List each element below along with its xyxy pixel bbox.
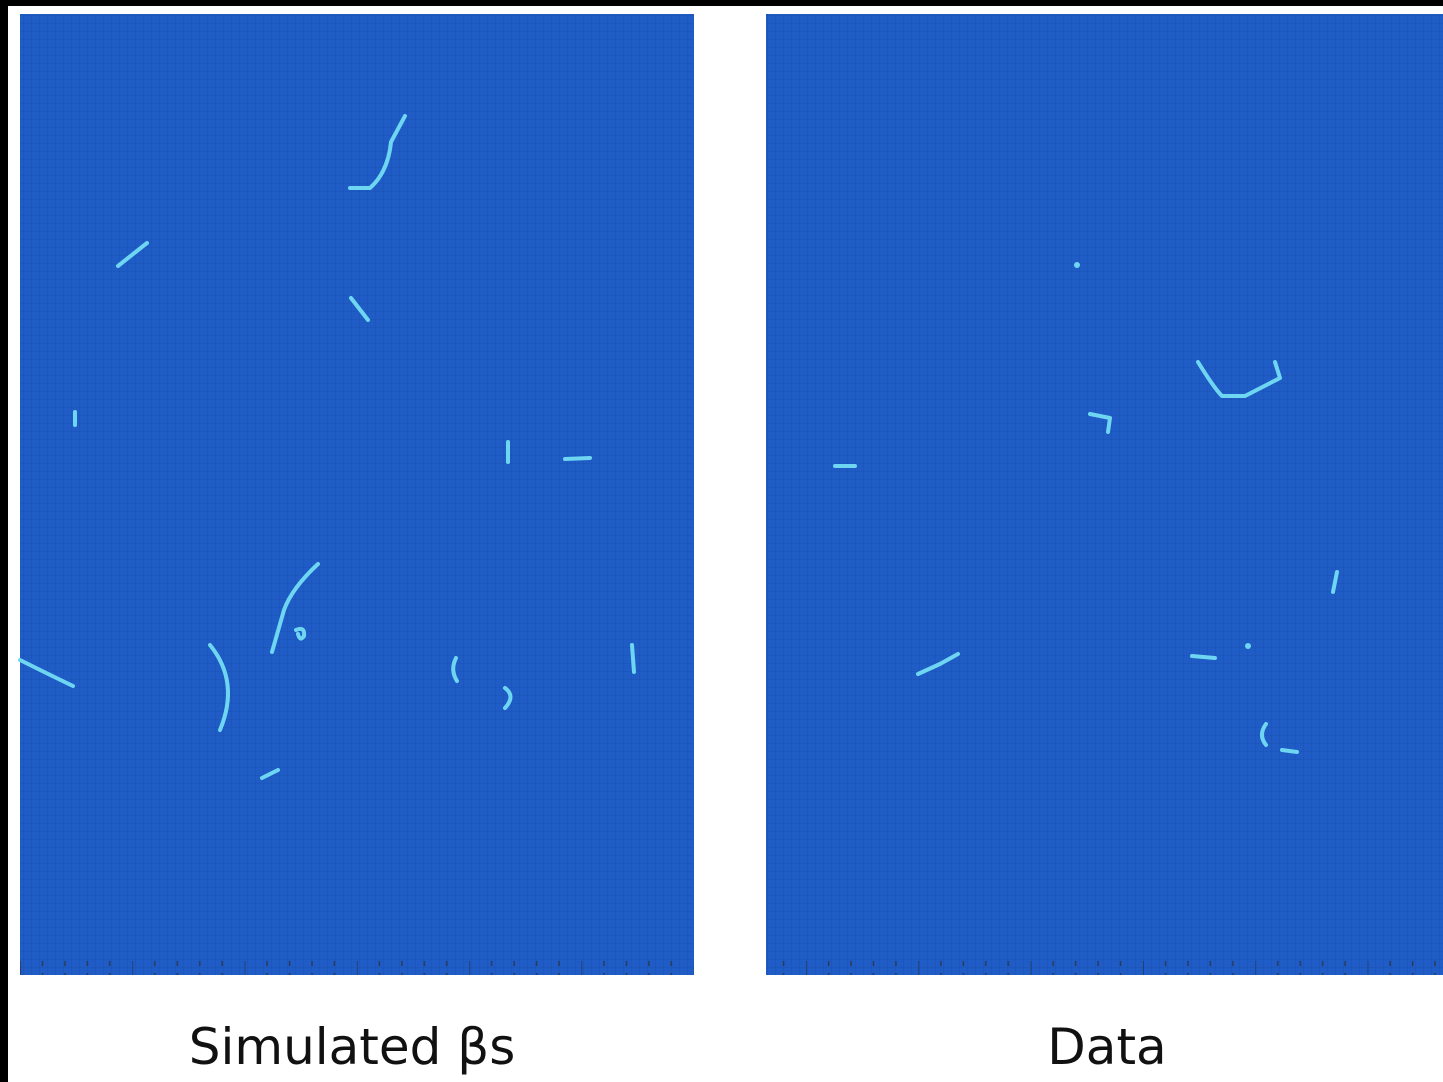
detector-image	[20, 14, 694, 975]
x-ticks	[766, 961, 1443, 975]
track	[565, 458, 590, 459]
track	[632, 645, 634, 672]
page: Simulated βs Data (() => { const data = …	[0, 0, 1443, 1082]
track	[1245, 643, 1251, 649]
track	[1192, 656, 1215, 658]
figure: Simulated βs Data	[0, 0, 1443, 1082]
detector-image	[766, 14, 1443, 975]
panel-data: Data	[766, 14, 1443, 1076]
x-ticks	[20, 961, 694, 975]
caption: Simulated βs	[189, 1018, 516, 1076]
track	[1074, 262, 1080, 268]
track	[1282, 750, 1297, 752]
panel-simulated: Simulated βs	[20, 14, 694, 1076]
caption: Data	[1047, 1018, 1166, 1076]
